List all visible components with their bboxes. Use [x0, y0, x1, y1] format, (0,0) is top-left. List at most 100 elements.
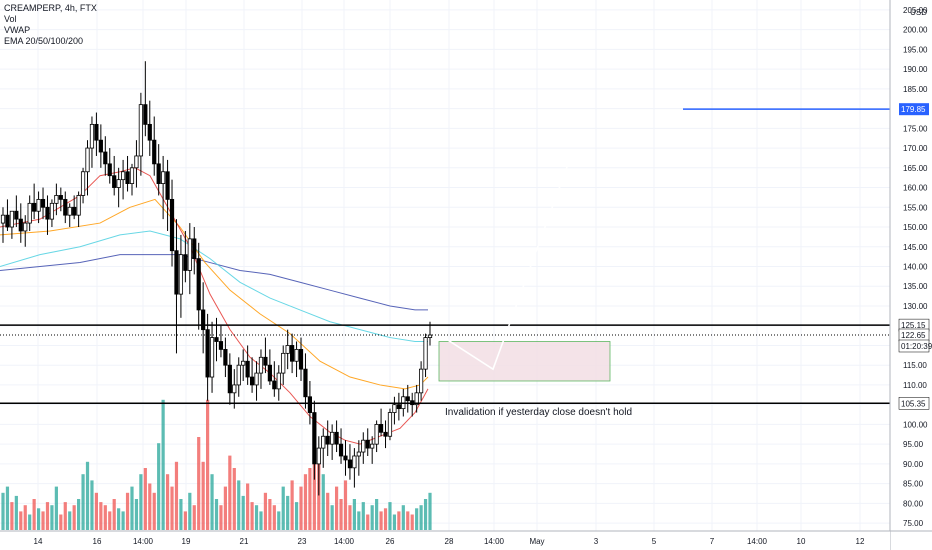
candle-body	[343, 455, 348, 461]
candle-body	[0, 214, 6, 224]
candle-body	[147, 123, 152, 141]
volume-bar	[343, 480, 348, 530]
volume-bar	[268, 499, 272, 530]
volume-bar	[308, 468, 312, 530]
candle-body	[405, 396, 410, 402]
price-axis[interactable]	[890, 0, 932, 550]
candle-body	[85, 147, 90, 173]
volume-bar	[148, 483, 152, 530]
candle-body	[285, 345, 290, 354]
vol-indicator-label[interactable]: Vol	[4, 14, 17, 24]
volume-bar	[5, 486, 10, 530]
price-tick-label: 175.00	[903, 124, 928, 133]
volume-bar	[19, 511, 23, 530]
volume-bar	[68, 511, 72, 530]
price-tick-label: 100.00	[903, 420, 928, 429]
candle-body	[72, 206, 77, 216]
vwap-indicator-label[interactable]: VWAP	[4, 25, 31, 35]
volume-bar	[272, 505, 276, 530]
price-tick-label: 130.00	[903, 302, 928, 311]
volume-bar	[219, 505, 223, 530]
price-tag-label: 105.35	[901, 399, 926, 408]
candle-body	[67, 206, 72, 216]
volume-bar	[237, 480, 241, 530]
candle-body	[334, 431, 339, 445]
volume-bar	[41, 511, 45, 530]
candle-body	[338, 443, 344, 457]
volume-bar	[117, 508, 121, 530]
time-tick-label: 21	[240, 537, 249, 546]
volume-bar	[183, 511, 187, 530]
time-axis[interactable]	[0, 531, 890, 550]
entry-zone[interactable]	[438, 341, 611, 382]
volume-bar	[134, 499, 139, 530]
volume-bar	[223, 486, 227, 530]
candle-body	[187, 238, 192, 271]
volume-bar	[121, 511, 125, 530]
ema-indicator-label[interactable]: EMA 20/50/100/200	[4, 36, 84, 46]
price-tick-label: 185.00	[903, 85, 928, 94]
candle-body	[156, 163, 161, 184]
candle-body	[365, 439, 370, 449]
volume-bar	[99, 502, 103, 530]
candle-body	[263, 356, 268, 366]
candle-body	[374, 424, 379, 445]
volume-bar	[112, 499, 116, 530]
candle-body	[116, 179, 121, 188]
volume-bar	[406, 511, 410, 530]
candle-body	[227, 364, 232, 394]
volume-bar	[303, 474, 308, 530]
candle-body	[143, 104, 148, 125]
candle-body	[378, 424, 384, 433]
candle-body	[201, 309, 206, 331]
volume-bar	[81, 474, 85, 530]
candle-body	[276, 372, 281, 390]
price-tick-label: 150.00	[903, 223, 928, 232]
volume-bar	[54, 486, 58, 530]
candle-body	[32, 202, 37, 212]
volume-bar	[321, 474, 325, 530]
time-tick-label: 14:00	[747, 537, 768, 546]
volume-bar	[388, 502, 392, 530]
volume-bar	[214, 499, 219, 530]
candle-body	[281, 352, 286, 374]
invalidation-annotation[interactable]: Invalidation if yesterday close doesn't …	[445, 407, 633, 418]
candle-body	[183, 254, 188, 271]
candle-body	[103, 151, 108, 165]
candle-body	[249, 376, 255, 386]
volume-bar	[228, 455, 232, 530]
volume-bar	[157, 443, 161, 530]
price-tick-label: 205.00	[903, 6, 928, 15]
candle-body	[161, 171, 166, 184]
volume-bar	[161, 399, 165, 530]
candle-body	[356, 451, 361, 457]
candle-body	[347, 459, 353, 469]
volume-bar	[423, 499, 428, 530]
candle-body	[80, 171, 86, 196]
price-tick-label: 85.00	[903, 480, 924, 489]
volume-bar	[152, 492, 156, 530]
candle-body	[192, 238, 197, 260]
candle-body	[18, 218, 23, 232]
candle-body	[245, 360, 250, 378]
candle-body	[316, 447, 321, 465]
volume-bar	[32, 499, 36, 530]
symbol-label[interactable]: CREAMPERP, 4h, FTX	[4, 3, 97, 13]
candle-body	[107, 163, 112, 177]
volume-bar	[254, 505, 259, 530]
volume-bar	[286, 495, 290, 530]
price-tick-label: 110.00	[903, 381, 927, 390]
price-tag-label: 122.65	[901, 331, 926, 340]
volume-bar	[290, 480, 294, 530]
volume-bar	[36, 508, 41, 530]
volume-bar	[281, 486, 285, 530]
candle-body	[125, 171, 130, 184]
volume-bar	[299, 486, 303, 530]
price-tick-label: 90.00	[903, 460, 924, 469]
projection-path[interactable]	[443, 155, 572, 371]
price-tick-label: 115.00	[903, 361, 927, 370]
volume-bar	[139, 474, 143, 530]
candle-body	[138, 104, 143, 157]
